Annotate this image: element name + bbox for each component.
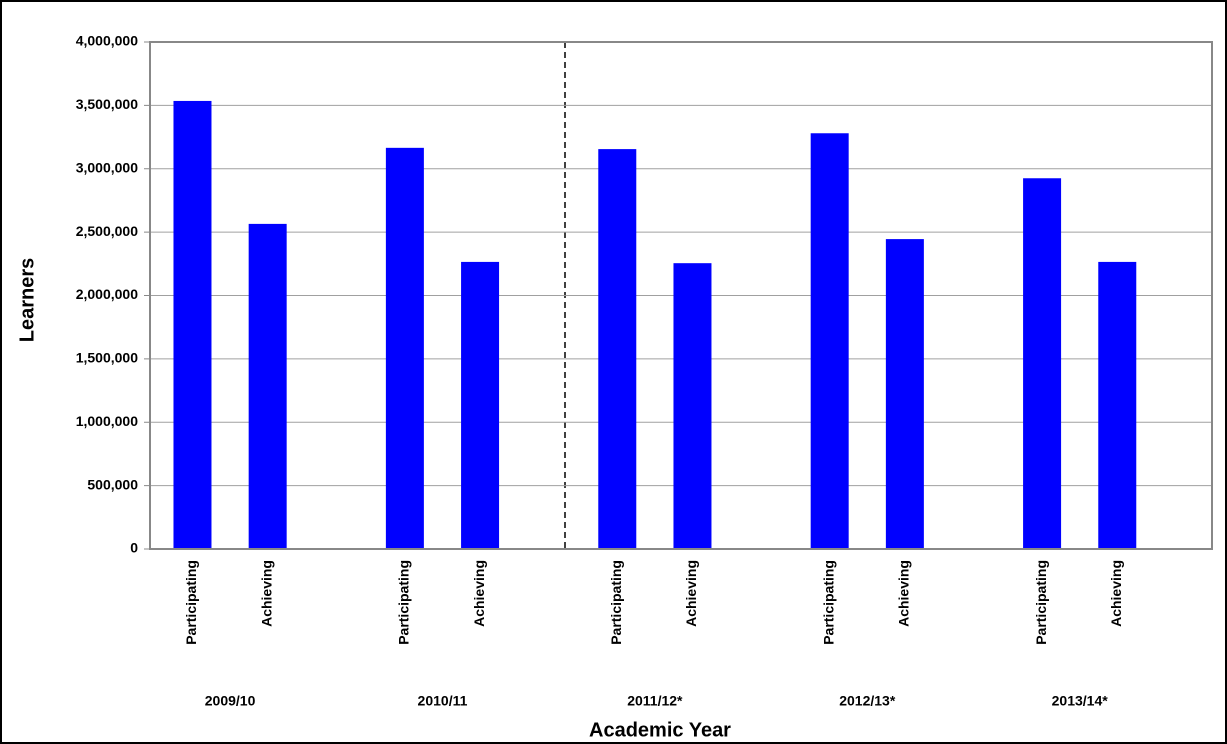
- y-tick-label: 2,500,000: [76, 223, 138, 239]
- group-label: 2011/12*: [627, 693, 683, 709]
- bar: [673, 263, 712, 549]
- bar: [598, 149, 637, 549]
- bar: [1098, 261, 1137, 549]
- group-label: 2013/14*: [1052, 693, 1109, 709]
- bar: [173, 100, 212, 549]
- bar: [885, 239, 924, 549]
- x-tick-label: Achieving: [471, 560, 487, 627]
- x-tick-label: Achieving: [683, 560, 699, 627]
- bar: [461, 261, 500, 549]
- x-tick-label: Achieving: [258, 560, 274, 627]
- y-tick-label: 0: [130, 540, 138, 556]
- y-tick-label: 3,000,000: [76, 159, 138, 175]
- y-tick-label: 2,000,000: [76, 286, 138, 302]
- plot-border: [149, 41, 1213, 550]
- group-label: 2010/11: [418, 693, 468, 709]
- x-tick-label: Participating: [183, 560, 199, 645]
- y-tick-label: 3,500,000: [76, 96, 138, 112]
- bar: [810, 133, 849, 549]
- group-label: 2009/10: [205, 693, 256, 709]
- bar: [385, 147, 424, 549]
- x-tick-label: Achieving: [896, 560, 912, 627]
- x-tick-label: Participating: [396, 560, 412, 645]
- x-tick-label: Participating: [608, 560, 624, 645]
- y-tick-label: 500,000: [87, 476, 138, 492]
- x-tick-label: Participating: [1033, 560, 1049, 645]
- x-axis-label: Academic Year: [589, 719, 731, 741]
- x-tick-label: Achieving: [1108, 560, 1124, 627]
- group-label: 2012/13*: [839, 693, 896, 709]
- bar: [248, 223, 287, 550]
- y-tick-label: 1,000,000: [76, 413, 138, 429]
- bar: [1023, 178, 1062, 549]
- x-tick-label: Participating: [820, 560, 836, 645]
- y-tick-label: 1,500,000: [76, 350, 138, 366]
- y-axis-label: Learners: [16, 258, 38, 343]
- y-tick-label: 4,000,000: [76, 33, 138, 49]
